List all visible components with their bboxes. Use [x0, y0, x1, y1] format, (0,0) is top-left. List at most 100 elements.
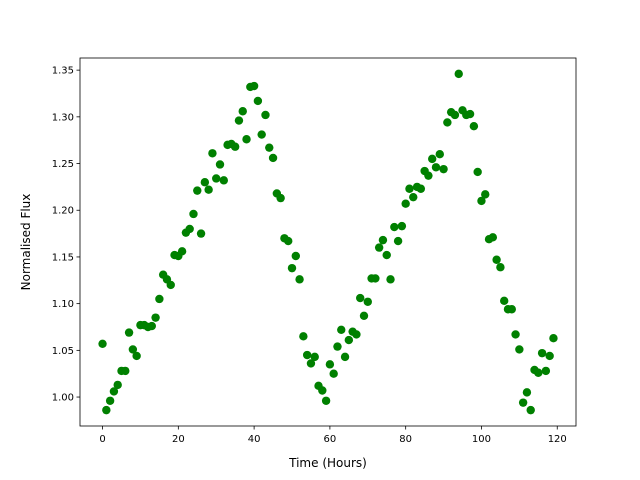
x-tick-label: 20	[172, 434, 185, 445]
y-tick-label: 1.10	[52, 299, 74, 310]
point	[465, 109, 475, 119]
point	[105, 396, 115, 405]
point	[189, 209, 198, 219]
point	[299, 332, 308, 341]
point	[113, 380, 122, 390]
point	[253, 96, 263, 106]
point	[242, 135, 251, 144]
point	[477, 196, 486, 206]
point	[302, 350, 312, 360]
point	[534, 368, 543, 377]
point	[435, 150, 444, 159]
point	[450, 110, 460, 120]
point	[424, 171, 433, 180]
y-tick-label: 1.30	[52, 112, 74, 123]
y-axis-label: Normalised Flux	[19, 194, 33, 291]
point	[230, 142, 240, 151]
point	[507, 305, 516, 314]
point	[496, 263, 505, 272]
point	[208, 149, 217, 158]
y-tick-label: 1.25	[52, 159, 74, 170]
point	[185, 224, 194, 234]
point	[469, 121, 479, 131]
point	[234, 116, 244, 125]
point	[443, 118, 452, 127]
point	[204, 185, 213, 194]
point	[200, 178, 210, 187]
y-tick-label: 1.35	[52, 66, 74, 77]
plot-frame	[79, 57, 577, 427]
point	[359, 311, 369, 320]
point	[405, 184, 414, 193]
point	[196, 229, 206, 238]
point	[128, 345, 138, 354]
point	[132, 351, 141, 361]
point	[287, 263, 297, 273]
point	[356, 293, 365, 303]
point	[522, 388, 532, 397]
point	[416, 184, 426, 193]
x-tick-label: 40	[248, 434, 261, 445]
point	[268, 153, 278, 163]
point	[409, 192, 418, 202]
point	[98, 339, 107, 349]
point	[318, 386, 327, 395]
point	[374, 243, 384, 252]
x-tick-label: 100	[472, 434, 491, 445]
point	[537, 348, 547, 358]
point	[166, 280, 175, 290]
point	[488, 233, 498, 242]
point	[321, 396, 331, 405]
point	[378, 235, 388, 245]
point	[310, 352, 319, 362]
y-tick-label: 1.00	[52, 393, 74, 404]
point	[284, 236, 293, 246]
point	[337, 325, 346, 334]
point	[454, 69, 463, 79]
y-tick-label: 1.20	[52, 206, 74, 217]
point	[481, 190, 490, 199]
point	[382, 250, 391, 260]
x-axis-label: Time (Hours)	[288, 456, 367, 470]
point	[390, 222, 399, 232]
x-tick-label: 60	[324, 434, 337, 445]
point	[109, 387, 119, 396]
point	[545, 351, 554, 361]
point	[215, 160, 225, 169]
point	[155, 294, 164, 304]
point	[249, 81, 259, 91]
point	[340, 352, 350, 362]
x-tick-label: 120	[548, 434, 567, 445]
point	[102, 405, 111, 415]
point	[177, 247, 187, 256]
point	[549, 334, 558, 343]
point	[363, 297, 372, 306]
point	[515, 345, 524, 354]
point	[439, 164, 448, 174]
point	[541, 366, 551, 376]
point	[401, 199, 410, 208]
point	[352, 330, 361, 339]
point	[428, 154, 437, 164]
point	[526, 405, 535, 415]
point	[291, 251, 300, 261]
point	[238, 107, 247, 116]
point	[193, 186, 202, 195]
point	[499, 296, 509, 306]
point	[393, 236, 403, 246]
point	[386, 275, 395, 284]
point	[265, 143, 274, 152]
point	[276, 193, 285, 203]
point	[219, 176, 228, 185]
y-tick-label: 1.05	[52, 346, 74, 357]
point	[473, 167, 482, 177]
point	[511, 330, 520, 339]
point	[518, 398, 528, 407]
point	[344, 335, 354, 345]
point	[212, 174, 221, 183]
point	[151, 313, 160, 322]
point	[431, 163, 441, 172]
point	[124, 328, 134, 337]
